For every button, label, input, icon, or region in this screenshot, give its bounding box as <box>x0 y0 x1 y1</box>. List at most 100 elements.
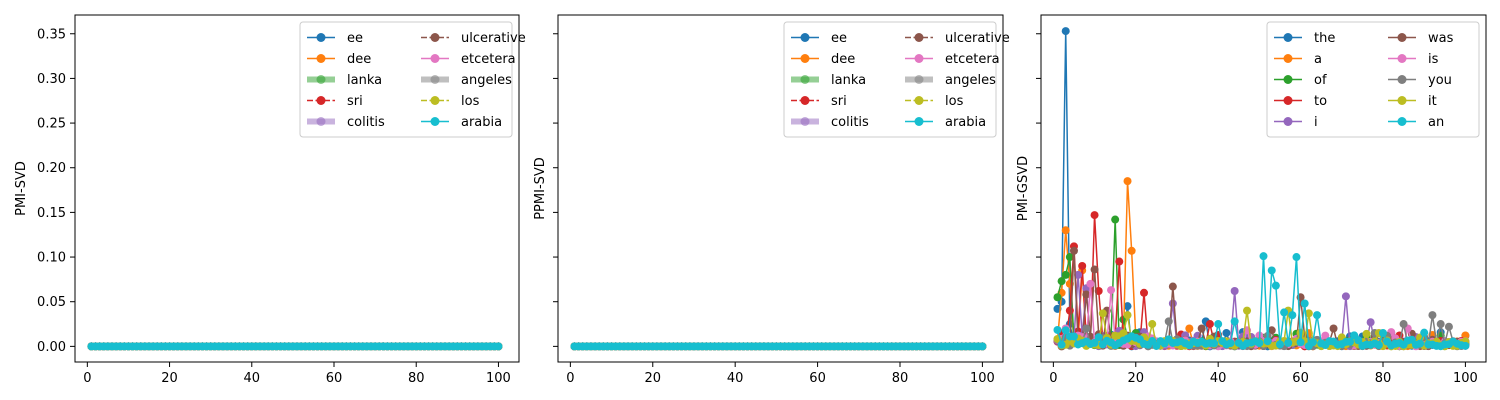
legend-marker <box>1397 75 1407 84</box>
y-tick-label: 0.35 <box>37 27 66 42</box>
x-tick-label: 80 <box>1375 371 1392 386</box>
legend-box <box>783 21 997 138</box>
data-point <box>1098 309 1107 318</box>
data-point <box>1090 338 1099 347</box>
legend-label: etcetera <box>945 52 1000 67</box>
data-point <box>1399 320 1408 329</box>
y-axis-label: PMI-SVD <box>14 161 29 216</box>
data-point <box>1185 324 1194 333</box>
legend-item-a: a <box>1274 52 1322 67</box>
legend-label: los <box>945 94 964 109</box>
legend-item-sri: sri <box>791 94 847 109</box>
legend-label: etcetera <box>461 52 516 67</box>
legend-item-ulcerative: ulcerative <box>905 31 1010 46</box>
legend-marker <box>1283 33 1293 42</box>
x-tick-label: 100 <box>1453 371 1478 386</box>
legend-marker <box>430 75 440 84</box>
legend-marker <box>1397 96 1407 105</box>
x-tick-label: 60 <box>1292 371 1309 386</box>
data-point <box>1436 320 1445 329</box>
legend-marker <box>1397 33 1407 42</box>
data-point <box>1362 329 1371 338</box>
legend-item-angeles: angeles <box>905 73 996 88</box>
legend-item-was: was <box>1388 31 1454 46</box>
legend-label: is <box>1428 52 1439 67</box>
data-point <box>1230 317 1239 326</box>
data-point <box>1300 299 1309 308</box>
data-point <box>1111 215 1120 224</box>
legend-label: ee <box>347 31 363 46</box>
data-point <box>1123 302 1132 311</box>
series-layer <box>570 342 987 351</box>
legend-label: dee <box>347 52 371 67</box>
data-point <box>1354 336 1363 345</box>
legend-marker <box>914 33 924 42</box>
data-point <box>1259 252 1268 261</box>
x-tick-label: 60 <box>326 371 343 386</box>
data-point <box>1271 281 1280 290</box>
legend-label: angeles <box>945 73 996 88</box>
x-tick-label: 40 <box>727 371 744 386</box>
legend-marker <box>1397 117 1407 126</box>
data-point <box>1115 257 1124 266</box>
legend-item-it: it <box>1388 94 1437 109</box>
data-point <box>1057 340 1066 349</box>
y-axis-label: PPMI-SVD <box>533 157 548 220</box>
data-point <box>1313 311 1322 320</box>
legend-item-is: is <box>1388 52 1439 67</box>
legend-label: angeles <box>461 73 512 88</box>
series-layer <box>1053 27 1470 351</box>
legend-item-arabia: arabia <box>905 115 986 130</box>
legend-box <box>1266 21 1480 138</box>
legend-marker <box>316 33 326 42</box>
data-point <box>1230 286 1239 295</box>
legend-item-lanka: lanka <box>307 73 382 88</box>
legend-label: dee <box>831 52 855 67</box>
data-point <box>1069 332 1078 341</box>
legend-label: a <box>1314 52 1322 67</box>
data-point <box>1222 328 1231 337</box>
legend-item-etcetera: etcetera <box>421 52 516 67</box>
y-axis <box>1036 33 1041 347</box>
data-point <box>1140 288 1149 297</box>
legend-item-los: los <box>421 94 480 109</box>
plot-frame <box>74 14 520 363</box>
y-tick-label: 0.20 <box>37 161 66 176</box>
x-axis: 0 20 40 60 80 100 <box>83 362 511 386</box>
legend-label: colitis <box>831 115 869 130</box>
legend-marker <box>914 117 924 126</box>
data-point <box>1053 325 1062 334</box>
data-point <box>1168 299 1177 308</box>
legend-marker <box>1283 75 1293 84</box>
panel-pmi-svd: 0 20 40 60 80 100 0.00 0.05 0.10 0.15 0.20 0.25 0.3… <box>14 14 526 386</box>
legend-label: colitis <box>347 115 385 130</box>
x-tick-label: 100 <box>970 371 995 386</box>
legend-marker <box>430 96 440 105</box>
legend-label: i <box>1314 115 1318 130</box>
x-tick-label: 100 <box>486 371 511 386</box>
x-tick-label: 20 <box>161 371 178 386</box>
data-point <box>1341 292 1350 301</box>
data-point <box>1288 311 1297 320</box>
x-tick-label: 40 <box>1210 371 1227 386</box>
x-tick-label: 0 <box>1049 371 1057 386</box>
legend-marker <box>914 75 924 84</box>
legend-label: it <box>1428 94 1437 109</box>
y-tick-label: 0.15 <box>37 206 66 221</box>
legend: the a of to i was is you it an <box>1266 21 1480 138</box>
x-tick-label: 80 <box>892 371 909 386</box>
data-point <box>1304 309 1313 318</box>
data-point <box>1197 324 1206 333</box>
legend-marker <box>1283 117 1293 126</box>
data-point <box>494 342 503 351</box>
data-point <box>1296 338 1305 347</box>
series-markers-an <box>1053 252 1470 351</box>
legend: ee dee lanka sri colitis ulcerative etcetera an… <box>299 21 526 138</box>
data-point <box>1061 226 1070 235</box>
data-point <box>1069 246 1078 255</box>
legend-marker <box>914 96 924 105</box>
data-point <box>1308 338 1317 347</box>
data-point <box>1214 320 1223 329</box>
legend-label: was <box>1428 31 1454 46</box>
y-axis-label: PMI-GSVD <box>1016 156 1031 221</box>
